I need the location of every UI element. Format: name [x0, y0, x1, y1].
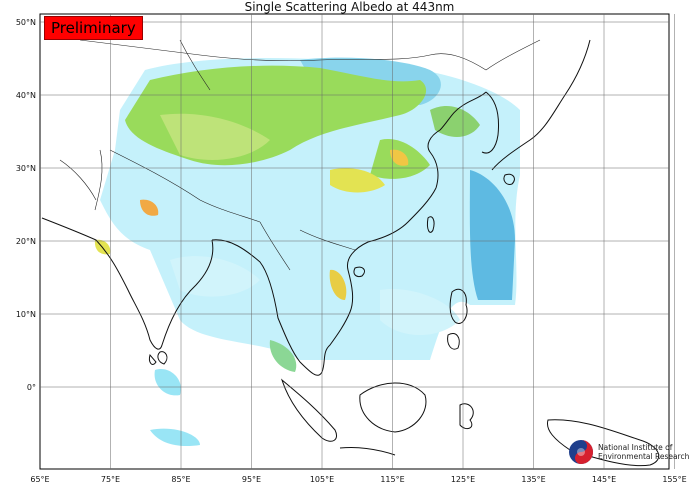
logo-line-1: National Institute of	[598, 443, 673, 452]
map-title: Single Scattering Albedo at 443nm	[244, 0, 455, 14]
preliminary-badge: Preliminary	[44, 16, 143, 40]
country-borders	[59, 39, 541, 271]
logo-text: National Institute of Environmental Rese…	[598, 443, 689, 461]
lon-tick-label: 65°E	[30, 475, 49, 484]
korean-taegeuk-icon	[569, 440, 593, 464]
graticule	[40, 14, 675, 469]
lon-tick-label: 95°E	[242, 475, 261, 484]
lon-tick-label: 85°E	[171, 475, 190, 484]
coastlines	[41, 39, 660, 467]
latitude-labels: 50°N 40°N 30°N 20°N 10°N 0°	[16, 18, 36, 392]
lat-tick-label: 20°N	[16, 237, 36, 246]
lon-tick-label: 135°E	[521, 475, 545, 484]
lat-tick-label: 0°	[27, 383, 36, 392]
lon-tick-label: 105°E	[310, 475, 334, 484]
albedo-data-layer	[94, 57, 520, 447]
lon-tick-label: 145°E	[592, 475, 616, 484]
lat-tick-label: 10°N	[16, 310, 36, 319]
lon-tick-label: 115°E	[380, 475, 404, 484]
logo-line-2: Environmental Research	[598, 452, 690, 461]
longitude-labels: 65°E 75°E 85°E 95°E 105°E 115°E 125°E 135°E 145°…	[30, 475, 686, 484]
nier-logo: National Institute of Environmental Rese…	[568, 439, 689, 465]
lat-tick-label: 40°N	[16, 91, 36, 100]
lon-tick-label: 155°E	[662, 475, 686, 484]
lon-tick-label: 75°E	[101, 475, 120, 484]
lat-tick-label: 30°N	[16, 164, 36, 173]
lon-tick-label: 125°E	[451, 475, 475, 484]
lat-tick-label: 50°N	[16, 18, 36, 27]
